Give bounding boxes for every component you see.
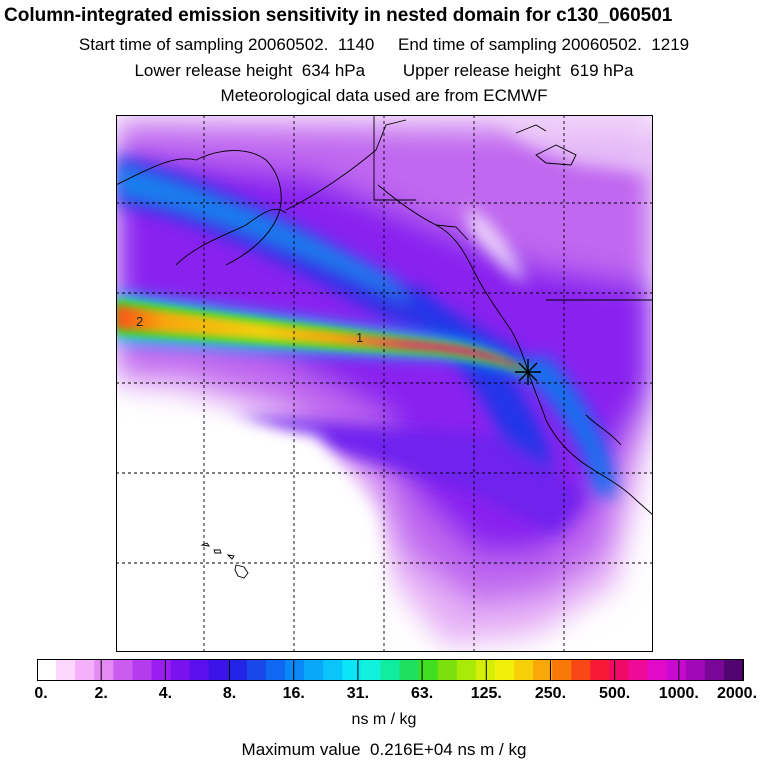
upper-height-label: Upper release height: [402, 61, 561, 80]
colorbar-cell: [666, 659, 687, 680]
maximum-value-line: Maximum value 0.216E+04 ns m / kg: [0, 740, 768, 760]
colorbar-tick-label: 1000.: [658, 685, 699, 702]
colorbar-cell: [342, 659, 362, 680]
colorbar-cell: [151, 659, 172, 680]
colorbar-tick-label: 2.: [94, 685, 108, 702]
release-location-star-marker: [515, 359, 541, 385]
colorbar-cell: [533, 659, 553, 680]
colorbar-cell: [418, 659, 439, 680]
start-time-label: Start time of sampling: [78, 35, 244, 54]
max-value-label: Maximum value: [241, 740, 361, 759]
met-data-line: Meteorological data used are from ECMWF: [220, 86, 548, 105]
hawaii-islands: [200, 542, 249, 579]
coastlines: [116, 115, 653, 516]
plume: [116, 293, 532, 377]
colorbar-tick-label: 2000.: [716, 685, 758, 702]
upper-height-value: 619 hPa: [570, 61, 634, 80]
colorbar-cell: [609, 659, 630, 680]
colorbar-cell: [208, 659, 229, 680]
lower-height-label: Lower release height: [134, 61, 293, 80]
colorbar-tick-label: 0.: [34, 685, 48, 702]
max-value: 0.216E+04: [370, 740, 453, 759]
colorbar-tick-label: 16.: [282, 685, 305, 702]
colorbar-tick-label: 31.: [346, 685, 370, 702]
colorbar-cell: [399, 659, 420, 680]
colorbar-cell: [437, 659, 458, 680]
colorbar-cell: [475, 659, 496, 680]
colorbar-cell: [246, 659, 267, 680]
low-region: [116, 115, 653, 652]
max-value-units: ns m / kg: [457, 740, 527, 759]
colorbar-tick-label: 500.: [599, 685, 631, 702]
colorbar-cell: [514, 659, 534, 680]
colorbar-cell: [494, 659, 515, 680]
colorbar-cell: [189, 659, 210, 680]
start-time-value: 20060502. 1140: [248, 35, 375, 54]
colorbar-cell: [227, 659, 248, 680]
release-height-line: Lower release height 634 hPa Upper relea…: [0, 61, 768, 81]
colorbar-tick-label: 63.: [410, 685, 434, 702]
contour-label-1: 1: [356, 330, 363, 345]
colorbar-cell: [704, 659, 725, 680]
contour-label-2: 2: [136, 314, 143, 329]
colorbar-cell: [590, 659, 611, 680]
sensitivity-map: 2 1: [116, 115, 653, 652]
colorbar-cell: [628, 659, 649, 680]
colorbar-cell: [132, 659, 153, 680]
colorbar-cell: [456, 659, 477, 680]
colorbar: [37, 659, 744, 681]
colorbar-cell: [75, 659, 95, 680]
colorbar-cell: [552, 659, 572, 680]
colorbar-cell: [571, 659, 591, 680]
colorbar-cell: [380, 659, 401, 680]
colorbar-cell: [304, 659, 324, 680]
colorbar-cell: [647, 659, 668, 680]
sampling-time-line: Start time of sampling 20060502. 1140 En…: [0, 35, 768, 55]
colorbar-cell: [285, 659, 305, 680]
colorbar-cell: [361, 659, 382, 680]
colorbar-cell: [37, 659, 57, 680]
colorbar-tick-label: 4.: [158, 685, 173, 702]
colorbar-tick-label: 8.: [222, 685, 237, 702]
colorbar-cell: [94, 659, 114, 680]
colorbar-cell: [113, 659, 133, 680]
end-time-label: End time of sampling: [398, 35, 557, 54]
colorbar-cell: [723, 659, 744, 680]
map-frame: [116, 115, 653, 652]
colorbar-tick-label: 250.: [534, 685, 567, 702]
colorbar-units: ns m / kg: [351, 711, 417, 728]
colorbar-cell: [170, 659, 191, 680]
colorbar-cell: [56, 659, 76, 680]
end-time-value: 20060502. 1219: [561, 35, 690, 54]
colorbar-cell: [265, 659, 286, 680]
colorbar-cell: [323, 659, 343, 680]
lower-height-value: 634 hPa: [301, 61, 366, 80]
map-title: Column-integrated emission sensitivity i…: [4, 5, 673, 26]
colorbar-cell: [685, 659, 706, 680]
colorbar-tick-label: 125.: [470, 685, 502, 702]
